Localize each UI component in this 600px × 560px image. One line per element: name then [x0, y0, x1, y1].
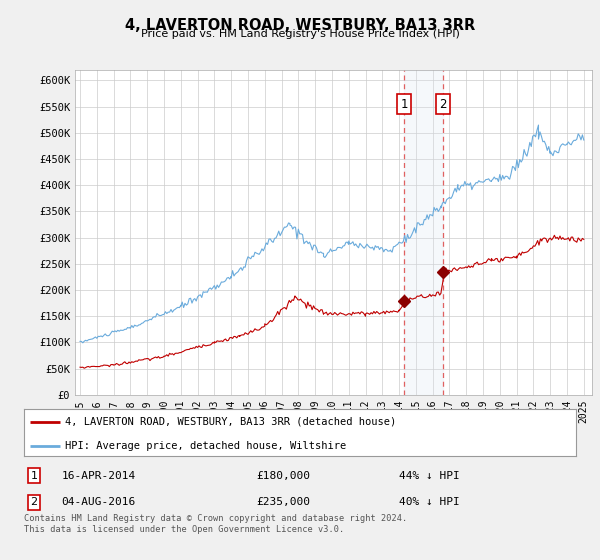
- Text: 2: 2: [439, 97, 446, 110]
- Text: 44% ↓ HPI: 44% ↓ HPI: [400, 470, 460, 480]
- Text: Contains HM Land Registry data © Crown copyright and database right 2024.
This d: Contains HM Land Registry data © Crown c…: [24, 515, 407, 534]
- Text: 16-APR-2014: 16-APR-2014: [62, 470, 136, 480]
- Text: 04-AUG-2016: 04-AUG-2016: [62, 497, 136, 507]
- Text: 4, LAVERTON ROAD, WESTBURY, BA13 3RR (detached house): 4, LAVERTON ROAD, WESTBURY, BA13 3RR (de…: [65, 417, 397, 427]
- Text: 1: 1: [31, 470, 37, 480]
- Text: £235,000: £235,000: [256, 497, 310, 507]
- Bar: [404, 70, 443, 395]
- Text: 2: 2: [31, 497, 37, 507]
- Text: 40% ↓ HPI: 40% ↓ HPI: [400, 497, 460, 507]
- Text: HPI: Average price, detached house, Wiltshire: HPI: Average price, detached house, Wilt…: [65, 441, 347, 451]
- Text: Price paid vs. HM Land Registry's House Price Index (HPI): Price paid vs. HM Land Registry's House …: [140, 29, 460, 39]
- Text: £180,000: £180,000: [256, 470, 310, 480]
- Text: 4, LAVERTON ROAD, WESTBURY, BA13 3RR: 4, LAVERTON ROAD, WESTBURY, BA13 3RR: [125, 18, 475, 33]
- Text: 1: 1: [400, 97, 408, 110]
